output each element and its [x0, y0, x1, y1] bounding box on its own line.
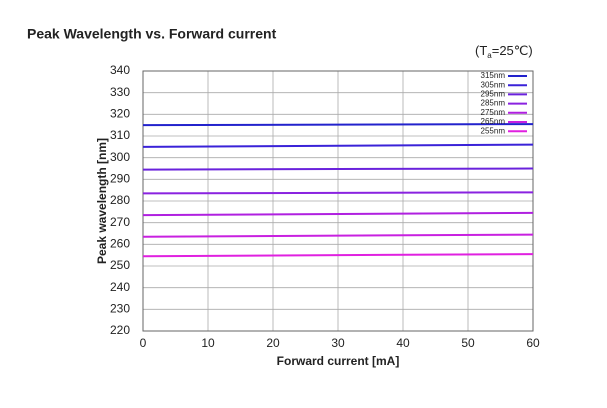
x-tick-label: 60: [526, 336, 540, 350]
y-tick-label: 220: [110, 323, 130, 337]
x-tick-label: 50: [461, 336, 475, 350]
y-tick-label: 230: [110, 302, 130, 316]
y-tick-label: 250: [110, 258, 130, 272]
x-tick-label: 10: [201, 336, 215, 350]
chart-title: Peak Wavelength vs. Forward current: [27, 26, 277, 42]
y-tick-label: 320: [110, 107, 130, 121]
legend-label: 255nm: [481, 126, 506, 135]
legend-label: 285nm: [481, 99, 506, 108]
legend-label: 275nm: [481, 108, 506, 117]
y-tick-label: 240: [110, 280, 130, 294]
series-line: [142, 191, 534, 195]
y-axis-label: Peak wavelength [nm]: [95, 138, 109, 264]
y-tick-label: 280: [110, 193, 130, 207]
annotation-suffix: =25℃): [492, 43, 533, 58]
x-axis-label: Forward current [mA]: [277, 354, 400, 368]
series-line: [142, 123, 534, 127]
x-tick-label: 0: [140, 336, 147, 350]
x-tick-label: 40: [396, 336, 410, 350]
legend-label: 305nm: [481, 80, 506, 89]
y-tick-label: 290: [110, 172, 130, 186]
series-line: [142, 167, 534, 171]
legend-label: 265nm: [481, 117, 506, 126]
x-tick-label: 20: [266, 336, 280, 350]
annotation: (Ta=25℃): [475, 43, 533, 60]
y-tick-label: 340: [110, 63, 130, 77]
y-tick-label: 260: [110, 237, 130, 251]
annotation-prefix: (T: [475, 43, 487, 58]
y-tick-label: 310: [110, 128, 130, 142]
legend-label: 315nm: [481, 71, 506, 80]
series-line: [142, 253, 534, 258]
series-line: [142, 211, 534, 217]
plot-border: [142, 70, 534, 332]
annotation-sub: a: [487, 51, 492, 60]
y-tick-label: 330: [110, 85, 130, 99]
y-tick-label: 300: [110, 150, 130, 164]
x-tick-label: 30: [331, 336, 345, 350]
y-tick-label: 270: [110, 215, 130, 229]
legend-label: 295nm: [481, 90, 506, 99]
series-line: [142, 233, 534, 238]
series-line: [142, 143, 534, 148]
